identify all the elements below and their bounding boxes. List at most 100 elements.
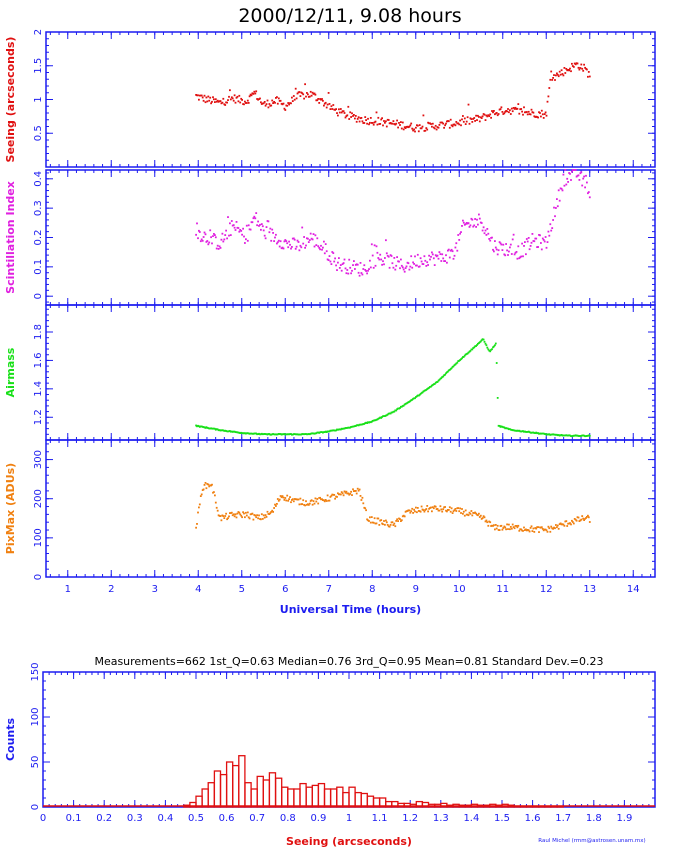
data-point [263,433,266,435]
data-point [239,513,242,516]
x-tick-label: 4 [195,584,201,595]
data-point [407,262,410,265]
data-point [337,114,339,117]
data-point [357,271,360,274]
data-point [384,523,386,526]
data-point [439,253,442,255]
data-point [279,433,282,435]
data-point [297,498,300,501]
data-point [464,353,467,356]
data-point [531,233,534,235]
data-point [326,494,329,497]
data-point [461,225,463,227]
data-point [419,510,422,513]
data-point [368,268,370,270]
data-point [365,421,367,424]
data-point [549,78,552,81]
data-point [285,240,288,242]
data-point [276,498,279,500]
data-point [366,272,368,275]
data-point [267,220,270,223]
data-point [463,117,466,120]
histogram-bar [336,786,344,808]
data-point [367,421,369,424]
data-point [421,125,424,128]
data-point [527,237,530,239]
data-point [412,261,414,264]
data-point [224,515,227,517]
data-point [484,520,487,523]
data-point [391,122,394,125]
data-point [342,494,345,497]
data-point [411,127,414,130]
data-point [296,498,299,501]
data-point [221,101,224,104]
data-point [548,234,551,237]
data-point [366,422,368,424]
data-point [452,257,455,260]
data-point [368,520,370,522]
data-point [292,95,295,97]
data-point [440,260,443,262]
data-point [237,100,240,103]
data-point [333,429,336,432]
data-point [291,246,293,248]
data-point [588,75,591,78]
data-point [289,496,291,498]
data-point [520,528,523,531]
data-point [253,215,256,218]
data-point [476,218,478,221]
data-point [424,509,427,511]
data-point [342,262,345,264]
data-point [419,127,422,130]
data-point [436,508,439,510]
data-point [291,237,294,240]
data-point [505,427,507,429]
data-point [273,507,275,509]
data-point [309,90,312,93]
data-point [283,499,286,501]
data-point [302,499,305,502]
data-point [304,83,306,86]
data-point [275,433,277,436]
data-point [380,258,383,261]
data-point [307,241,310,243]
data-point [525,253,527,256]
data-point [355,120,358,123]
data-point [480,222,483,224]
data-point [435,128,438,131]
data-point [469,512,472,515]
data-point [451,250,454,253]
data-point [496,524,499,527]
data-point [307,433,310,435]
data-point [409,124,412,127]
data-point [467,514,470,517]
data-point [208,427,211,430]
data-point [345,490,348,493]
data-point [457,234,460,236]
data-point [528,113,531,115]
data-point [260,223,263,225]
data-point [313,245,316,248]
data-point [395,264,398,267]
data-point [276,242,278,245]
data-point [531,111,534,113]
data-point [336,269,338,271]
histogram-bar [281,786,289,808]
data-point [445,372,447,375]
data-point [502,243,505,246]
data-point [462,219,464,222]
data-point [462,221,465,224]
data-point [415,506,417,509]
data-point [383,120,385,122]
data-point [576,62,579,65]
data-point [436,381,439,383]
data-point [558,523,561,525]
data-point [277,97,280,100]
data-point [506,523,508,526]
data-point [239,101,242,104]
data-point [477,223,479,226]
data-point [539,234,541,237]
data-point [424,259,427,262]
data-point [199,240,202,243]
